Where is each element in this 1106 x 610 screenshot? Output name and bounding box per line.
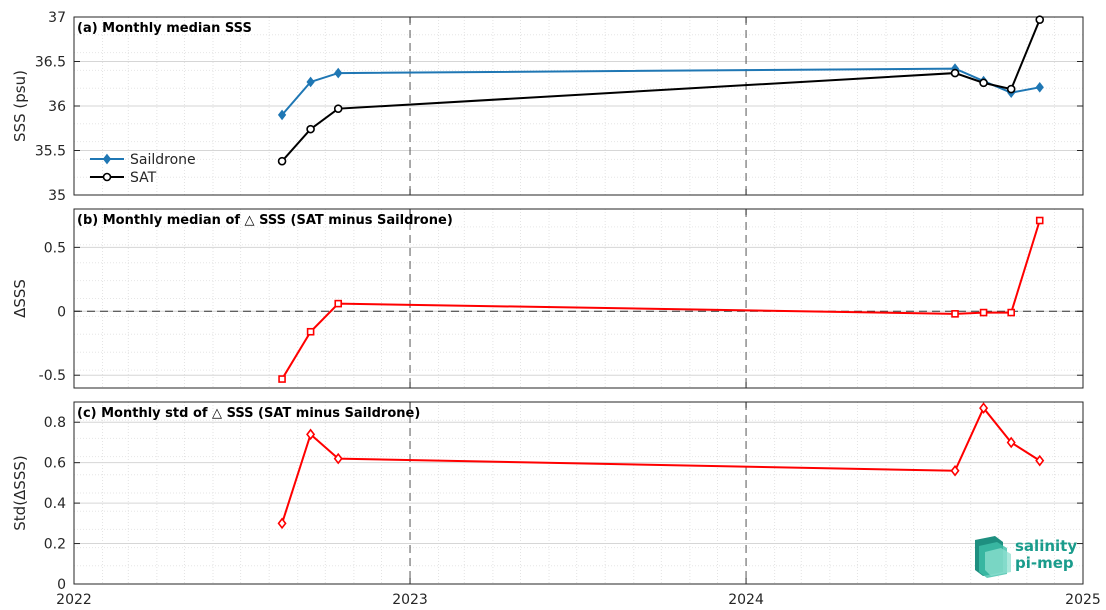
y-tick-label: 0.2 bbox=[44, 537, 66, 553]
data-point bbox=[979, 402, 989, 414]
data-point bbox=[306, 124, 315, 134]
data-point bbox=[1006, 436, 1016, 449]
data-point bbox=[306, 327, 315, 336]
y-tick-label: 0 bbox=[57, 577, 66, 593]
legend-entry: Saildrone bbox=[130, 152, 196, 168]
data-point bbox=[334, 67, 343, 79]
data-point bbox=[277, 109, 287, 121]
series-line bbox=[281, 19, 1041, 162]
panel-title: (b) Monthly median of △ SSS (SAT minus S… bbox=[77, 213, 453, 228]
series-sat bbox=[277, 15, 1045, 166]
logo-line1: salinity bbox=[1015, 537, 1077, 555]
series-saildrone bbox=[277, 63, 1044, 121]
data-point bbox=[1035, 81, 1044, 93]
x-tick-label: 2024 bbox=[728, 592, 764, 608]
data-point bbox=[306, 428, 316, 441]
series-line-1 bbox=[277, 402, 1045, 530]
y-axis-label: Std(ΔSSS) bbox=[11, 455, 29, 530]
data-point bbox=[306, 76, 315, 88]
data-point bbox=[333, 104, 343, 113]
y-tick-label: 0 bbox=[57, 304, 66, 320]
y-tick-label: 0.4 bbox=[44, 496, 66, 512]
y-tick-label: 36 bbox=[48, 99, 66, 115]
y-axis-label: SSS (psu) bbox=[11, 70, 29, 142]
data-point bbox=[278, 375, 286, 383]
y-axis-label: ΔSSS bbox=[11, 279, 29, 318]
x-tick-label: 2022 bbox=[56, 592, 92, 608]
data-point bbox=[1035, 454, 1045, 467]
y-tick-label: 0.5 bbox=[44, 240, 66, 256]
data-point bbox=[333, 452, 343, 465]
panel-2: -0.5 0 0.5 ΔSSS (b) Monthly median of △ SSS … bbox=[11, 208, 1084, 389]
data-point bbox=[277, 156, 287, 166]
data-point bbox=[951, 310, 959, 318]
panel-1: 35 35.5 36 36.5 37 SSS (psu) (a) Monthly media… bbox=[11, 10, 1084, 204]
logo-line2: pi-mep bbox=[1015, 554, 1074, 572]
data-point bbox=[1035, 15, 1045, 24]
x-tick-label: 2025 bbox=[1065, 592, 1101, 608]
axes-box bbox=[73, 401, 1084, 585]
data-point bbox=[1006, 84, 1016, 94]
logo-waves-icon bbox=[975, 536, 1011, 578]
data-point bbox=[979, 308, 988, 317]
data-point bbox=[277, 517, 287, 530]
chart-panels: 35 35.5 36 36.5 37 SSS (psu) (a) Monthly media… bbox=[11, 10, 1101, 608]
y-tick-label: 35.5 bbox=[35, 144, 66, 160]
legend: Saildrone SAT bbox=[90, 152, 196, 186]
y-tick-label: -0.5 bbox=[39, 368, 66, 384]
data-point bbox=[950, 464, 960, 477]
y-tick-label: 37 bbox=[48, 10, 66, 26]
panel-title: (c) Monthly std of △ SSS (SAT minus Sail… bbox=[77, 406, 420, 421]
y-tick-label: 35 bbox=[48, 188, 66, 204]
series-line bbox=[281, 406, 1041, 524]
data-point bbox=[102, 172, 112, 182]
data-point bbox=[950, 68, 960, 78]
axes-box bbox=[73, 208, 1084, 389]
y-tick-label: 0.8 bbox=[44, 415, 66, 431]
panel-title: (a) Monthly median SSS bbox=[77, 21, 252, 36]
y-tick-label: 0.6 bbox=[44, 456, 66, 472]
legend-entry: SAT bbox=[130, 170, 157, 186]
logo: salinity pi-mep bbox=[975, 536, 1077, 578]
data-point bbox=[1035, 216, 1044, 225]
x-tick-label: 2023 bbox=[392, 592, 428, 608]
y-tick-label: 36.5 bbox=[35, 55, 66, 71]
data-point bbox=[1007, 308, 1015, 317]
data-point bbox=[979, 78, 988, 88]
panel-3: 0 0.2 0.4 0.6 0.8 2022 2023 2024 2025 Std(ΔSSS) (c… bbox=[11, 401, 1101, 608]
series-line-1 bbox=[278, 216, 1044, 383]
data-point bbox=[102, 153, 112, 165]
data-point bbox=[334, 299, 343, 308]
